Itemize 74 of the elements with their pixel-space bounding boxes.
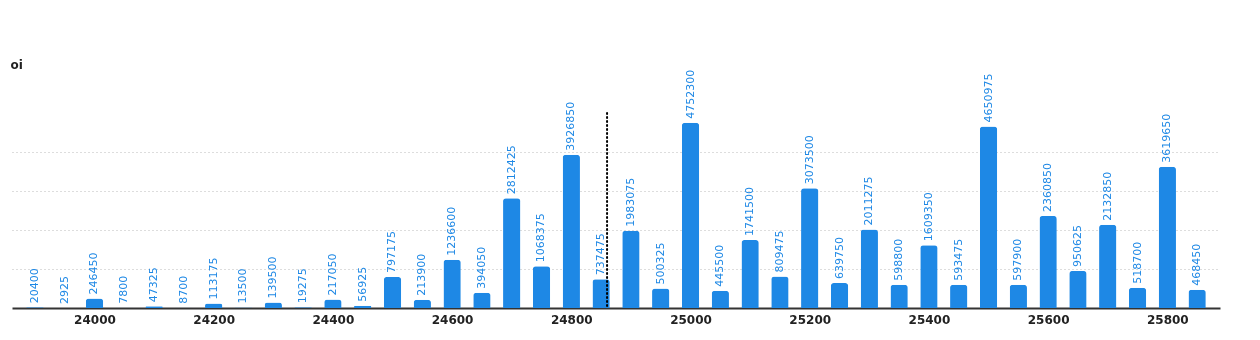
- bar: [503, 198, 521, 308]
- data-label: 809475: [772, 230, 786, 273]
- data-label: 139500: [266, 256, 280, 299]
- data-label: 1236600: [445, 206, 459, 256]
- x-tick-label: 25000: [670, 312, 712, 327]
- bar: [383, 276, 402, 308]
- bar: [801, 188, 819, 308]
- data-label: 3926850: [564, 101, 578, 151]
- data-label: 19275: [296, 268, 310, 304]
- data-label: 950625: [1070, 224, 1084, 267]
- bar: [1099, 224, 1117, 308]
- bar: [1009, 284, 1027, 308]
- data-label: 2132850: [1100, 171, 1114, 221]
- data-label: 4650975: [981, 73, 995, 123]
- bar: [443, 259, 461, 308]
- data-label: 217050: [325, 253, 339, 296]
- data-label: 113175: [206, 257, 220, 300]
- data-label: 2812425: [504, 145, 518, 195]
- data-label: 468450: [1190, 243, 1204, 286]
- data-label: 597900: [1011, 238, 1025, 281]
- x-tick-label: 24200: [193, 312, 236, 327]
- bar: [890, 284, 908, 308]
- data-label: 518700: [1130, 241, 1144, 284]
- data-label: 13500: [236, 268, 250, 304]
- data-label: 1609350: [921, 192, 935, 242]
- x-tick-label: 24800: [550, 312, 593, 327]
- x-tick-label: 24600: [431, 312, 474, 327]
- data-label: 246450: [87, 252, 101, 295]
- data-label: 737475: [594, 233, 608, 276]
- x-tick-label: 25800: [1146, 312, 1189, 327]
- data-label: 593475: [951, 238, 965, 281]
- y-axis-title: oi: [10, 57, 23, 72]
- bar: [920, 245, 938, 308]
- x-tick-label: 25600: [1027, 312, 1070, 327]
- bar: [1128, 287, 1147, 308]
- bar: [1039, 215, 1057, 308]
- bar: [681, 122, 700, 308]
- data-label: 4752300: [683, 69, 697, 119]
- data-label: 47325: [147, 267, 161, 303]
- bar: [532, 266, 551, 308]
- bar: [771, 276, 789, 308]
- data-label: 1983075: [623, 177, 637, 227]
- bar: [1188, 289, 1206, 308]
- data-label: 445500: [713, 244, 727, 287]
- data-label: 3073500: [802, 135, 816, 185]
- bar: [979, 126, 998, 308]
- bar: [622, 230, 640, 308]
- data-label: 213900: [415, 253, 429, 296]
- bar: [830, 283, 849, 308]
- data-label: 56925: [355, 266, 369, 302]
- x-tick-label: 25200: [789, 312, 832, 327]
- bar: [1069, 270, 1087, 308]
- data-label: 7800: [117, 275, 131, 304]
- data-label: 2360850: [1041, 162, 1055, 212]
- data-label: 2925: [57, 275, 71, 304]
- bar: [562, 154, 580, 308]
- data-label: 500325: [653, 242, 667, 285]
- bar: [860, 229, 878, 308]
- data-label: 3619650: [1160, 113, 1174, 163]
- data-label: 797175: [385, 230, 399, 273]
- data-label: 1741500: [743, 187, 757, 237]
- bar: [950, 284, 968, 308]
- bar: [741, 240, 759, 308]
- data-label: 2011275: [862, 176, 876, 226]
- data-label: 1068375: [534, 213, 548, 263]
- data-label: 598800: [892, 238, 906, 281]
- data-label: 20400: [27, 268, 41, 304]
- x-tick-label: 24000: [74, 312, 116, 327]
- bar: [1158, 166, 1176, 308]
- data-label: 639750: [832, 237, 846, 280]
- data-label: 8700: [176, 275, 190, 304]
- x-tick-label: 24400: [312, 312, 355, 327]
- x-tick-label: 25400: [908, 312, 951, 327]
- data-label: 394050: [474, 246, 488, 289]
